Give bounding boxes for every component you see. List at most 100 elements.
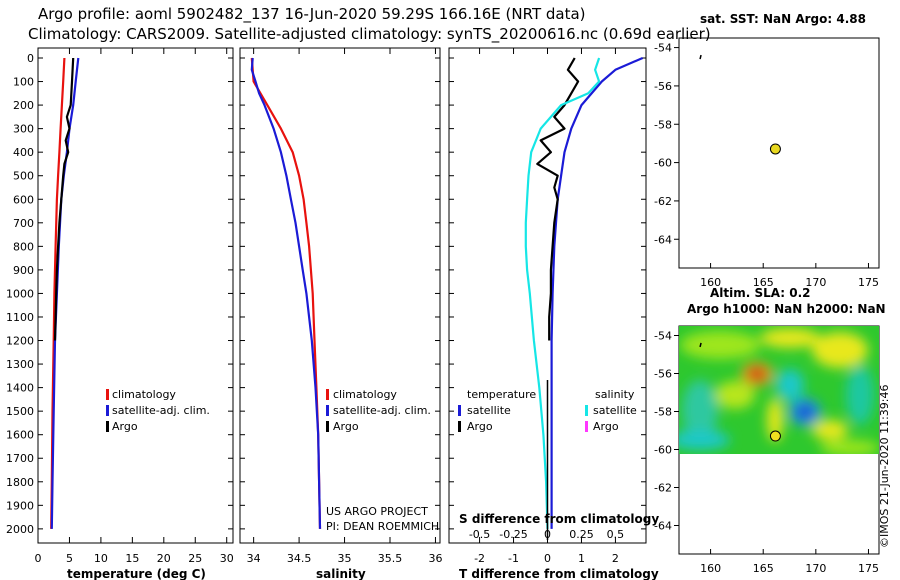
x-tick-label: 0 [544, 552, 551, 565]
legend-argo-label: Argo [333, 420, 359, 433]
x-tick-label: 15 [125, 552, 139, 565]
depth-tick-label: 200 [13, 99, 34, 112]
temperature-panel-frame [37, 47, 234, 544]
depth-tick-label: 1100 [6, 311, 34, 324]
x-tick-label: 25 [188, 552, 202, 565]
sst-map-frame [678, 37, 880, 269]
temperature-xlabel: temperature (deg C) [67, 567, 206, 580]
depth-tick-label: 1500 [6, 405, 34, 418]
series-satellite-adj-clim- [250, 57, 322, 529]
map-x-tick-label: 165 [753, 562, 774, 575]
top-x-tick-label: -0.5 [469, 528, 490, 541]
sla-map-title: Altim. SLA: 0.2 [710, 286, 811, 300]
top-x-tick-label: 0.5 [607, 528, 625, 541]
depth-tick-label: 1800 [6, 476, 34, 489]
map-y-tick-label: -62 [654, 195, 672, 208]
legend-argo-swatch [106, 421, 109, 432]
map-x-tick-label: 165 [753, 276, 774, 289]
map-y-tick-label: -64 [654, 520, 672, 533]
legend-t-argo-swatch [458, 421, 461, 432]
map-y-tick-label: -60 [654, 444, 672, 457]
depth-tick-label: 100 [13, 76, 34, 89]
series-argo [53, 57, 75, 341]
series-t-argo [536, 57, 580, 341]
x-tick-label: 35 [338, 552, 352, 565]
float-position-marker [769, 143, 781, 155]
legend-t-satellite-swatch [458, 405, 461, 416]
map-y-tick-label: -58 [654, 406, 672, 419]
x-tick-label: 1 [578, 552, 585, 565]
legend-argo-swatch [326, 421, 329, 432]
map-x-tick-label: 160 [700, 562, 721, 575]
temperature-legend: climatology satellite-adj. clim. Argo [106, 388, 210, 433]
coastline-mark [699, 342, 702, 348]
depth-tick-label: 600 [13, 193, 34, 206]
map-x-tick-label: 175 [858, 562, 879, 575]
series-s-satellite [524, 57, 601, 529]
coastline-mark [699, 54, 702, 60]
pi-label: PI: DEAN ROEMMICH [326, 520, 439, 533]
legend-s-satellite-label: satellite [593, 404, 637, 417]
salinity-xlabel: salinity [316, 567, 366, 580]
top-x-tick-label: -0.25 [499, 528, 527, 541]
map-y-tick-label: -60 [654, 157, 672, 170]
map-y-tick-label: -64 [654, 233, 672, 246]
map-x-tick-label: 160 [700, 276, 721, 289]
salinity-legend: climatology satellite-adj. clim. Argo [326, 388, 431, 433]
map-y-tick-label: -54 [654, 42, 672, 55]
depth-tick-label: 700 [13, 217, 34, 230]
map-x-tick-label: 170 [805, 562, 826, 575]
project-label: US ARGO PROJECT [326, 505, 428, 518]
series-climatology [250, 57, 322, 529]
x-tick-label: 34.5 [287, 552, 312, 565]
legend-s-argo-swatch [585, 421, 588, 432]
depth-tick-label: 1000 [6, 287, 34, 300]
legend-satellite-swatch [326, 405, 329, 416]
x-tick-label: -1 [508, 552, 519, 565]
difference-legend: temperature satellite Argo salinity sate… [458, 388, 637, 433]
legend-satellite-swatch [106, 405, 109, 416]
legend-t-satellite-label: satellite [467, 404, 511, 417]
legend-s-satellite-swatch [585, 405, 588, 416]
map-y-tick-label: -56 [654, 368, 672, 381]
x-tick-label: 30 [220, 552, 234, 565]
difference-xlabel: T difference from climatology [459, 567, 659, 580]
sla-map-subtitle: Argo h1000: NaN h2000: NaN [687, 302, 886, 316]
depth-tick-label: 500 [13, 170, 34, 183]
depth-tick-label: 1300 [6, 358, 34, 371]
depth-tick-label: 900 [13, 264, 34, 277]
x-tick-label: 20 [157, 552, 171, 565]
depth-tick-label: 1400 [6, 382, 34, 395]
legend-climatology-label: climatology [112, 388, 176, 401]
float-position-marker [769, 430, 781, 442]
top-x-tick-label: 0.25 [569, 528, 594, 541]
x-tick-label: -2 [474, 552, 485, 565]
legend-climatology-swatch [106, 389, 109, 400]
map-y-tick-label: -62 [654, 482, 672, 495]
legend-climatology-label: climatology [333, 388, 397, 401]
legend-salinity-title: salinity [595, 388, 635, 401]
series-climatology [50, 57, 66, 529]
legend-satellite-label: satellite-adj. clim. [333, 404, 431, 417]
x-tick-label: 0 [35, 552, 42, 565]
legend-t-argo-label: Argo [467, 420, 493, 433]
difference-top-xlabel: S difference from climatology [459, 512, 659, 526]
depth-tick-label: 2000 [6, 523, 34, 536]
legend-argo-label: Argo [112, 420, 138, 433]
legend-climatology-swatch [326, 389, 329, 400]
depth-tick-label: 800 [13, 240, 34, 253]
depth-tick-label: 1700 [6, 452, 34, 465]
sst-map-title: sat. SST: NaN Argo: 4.88 [700, 12, 866, 26]
map-x-tick-label: 175 [858, 276, 879, 289]
x-tick-label: 5 [66, 552, 73, 565]
legend-s-argo-label: Argo [593, 420, 619, 433]
map-y-tick-label: -54 [654, 330, 672, 343]
imos-timestamp: ©IMOS 21-Jun-2020 11:39:46 [878, 384, 891, 548]
depth-tick-label: 400 [13, 146, 34, 159]
map-y-tick-label: -58 [654, 118, 672, 131]
depth-tick-label: 1600 [6, 429, 34, 442]
title-line-2: Climatology: CARS2009. Satellite-adjuste… [28, 25, 711, 43]
map-y-tick-label: -56 [654, 80, 672, 93]
legend-satellite-label: satellite-adj. clim. [112, 404, 210, 417]
